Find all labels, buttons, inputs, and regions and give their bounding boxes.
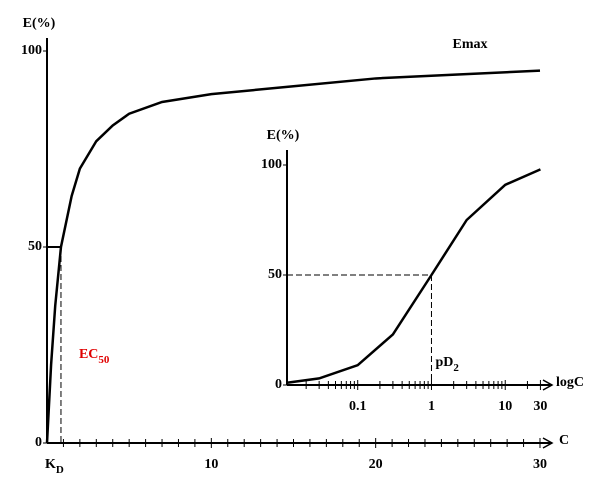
x-axis-arrow — [542, 437, 554, 449]
ref-note-main: pD — [435, 355, 453, 370]
y-axis-label: E(%) — [267, 128, 300, 143]
x-tick-label: 30 — [533, 399, 547, 414]
x-tick-label: 10 — [498, 399, 512, 414]
y-tick-label: 50 — [28, 239, 42, 254]
x-tick-label: 1 — [428, 399, 435, 414]
ref-note: EC50 — [79, 347, 110, 365]
y-tick-label: 0 — [275, 377, 282, 392]
response-curve — [286, 168, 541, 385]
ref-x-label-main: K — [45, 457, 56, 472]
ref-x-label: KD — [45, 457, 64, 475]
ref-note-main: EC — [79, 347, 98, 362]
y-tick-label: 100 — [21, 43, 42, 58]
x-tick-label: 10 — [204, 457, 218, 472]
ref-note-sub: 2 — [453, 362, 459, 374]
y-tick-label: 0 — [35, 435, 42, 450]
y-tick-label: 50 — [268, 267, 282, 282]
ref-note-sub: 50 — [98, 354, 110, 366]
x-axis-arrow — [542, 379, 554, 391]
x-tick-label: 20 — [369, 457, 383, 472]
y-tick-label: 100 — [261, 157, 282, 172]
x-axis-label: C — [559, 433, 569, 448]
x-tick-label: 30 — [533, 457, 547, 472]
x-axis-label: logC — [556, 375, 584, 390]
curve-label: Emax — [453, 37, 488, 52]
ref-note: pD2 — [435, 355, 459, 373]
x-tick-label: 0.1 — [349, 399, 367, 414]
ref-x-label-sub: D — [56, 464, 64, 476]
response-curve — [45, 69, 541, 444]
y-axis-label: E(%) — [23, 16, 56, 31]
